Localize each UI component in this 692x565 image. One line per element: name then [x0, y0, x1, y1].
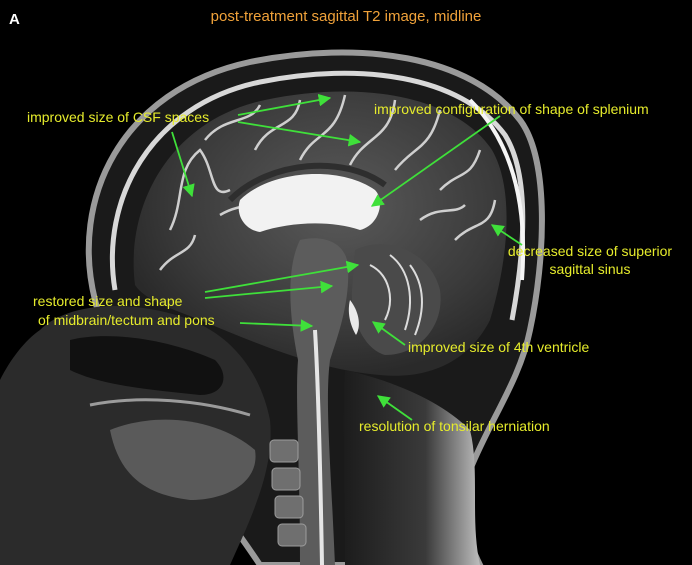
arrow-csf-2: [237, 121, 362, 147]
label-sinus-line2: sagittal sinus: [549, 261, 631, 277]
label-sinus-line1: decreased size of superior: [507, 243, 673, 259]
fourth-ventricle: [348, 300, 359, 335]
nasal-cavity: [70, 336, 224, 395]
lateral-ventricle: [238, 173, 380, 232]
label-midbrain-line2: of midbrain/tectum and pons: [38, 312, 215, 328]
skull-rim: [109, 70, 526, 321]
label-splenium: improved configuration of shape of splen…: [374, 101, 649, 117]
arrow-ventricle: [371, 321, 406, 346]
annotation-arrows: [171, 93, 523, 421]
arrow-splenium: [370, 115, 501, 207]
figure-title: post-treatment sagittal T2 image, midlin…: [210, 8, 482, 25]
arrow-pons-2: [239, 319, 314, 332]
label-midbrain-line1: restored size and shape: [33, 293, 183, 309]
sagittal-sinus: [468, 98, 526, 281]
posterior-neck: [343, 370, 480, 565]
arrow-sinus: [490, 224, 523, 246]
arrow-csf-3: [171, 131, 195, 198]
corpus-callosum: [227, 162, 387, 203]
label-fourth-ventricle: improved size of 4th ventricle: [408, 339, 590, 355]
arrow-tectum: [204, 260, 360, 293]
panel-letter: A: [9, 11, 20, 28]
gyri: [159, 94, 497, 271]
hard-palate: [89, 398, 251, 417]
label-tonsillar-herniation: resolution of tonsilar herniation: [359, 418, 550, 434]
tongue: [110, 419, 256, 500]
label-csf-spaces: improved size of CSF spaces: [27, 109, 210, 125]
cerebellar-folia: [369, 254, 423, 336]
spinal-canal-csf: [313, 329, 324, 565]
arrow-tonsil: [376, 395, 413, 421]
arrow-pons-1: [204, 280, 334, 299]
arrow-csf-1: [237, 93, 332, 116]
cervical-spine: [269, 439, 307, 547]
